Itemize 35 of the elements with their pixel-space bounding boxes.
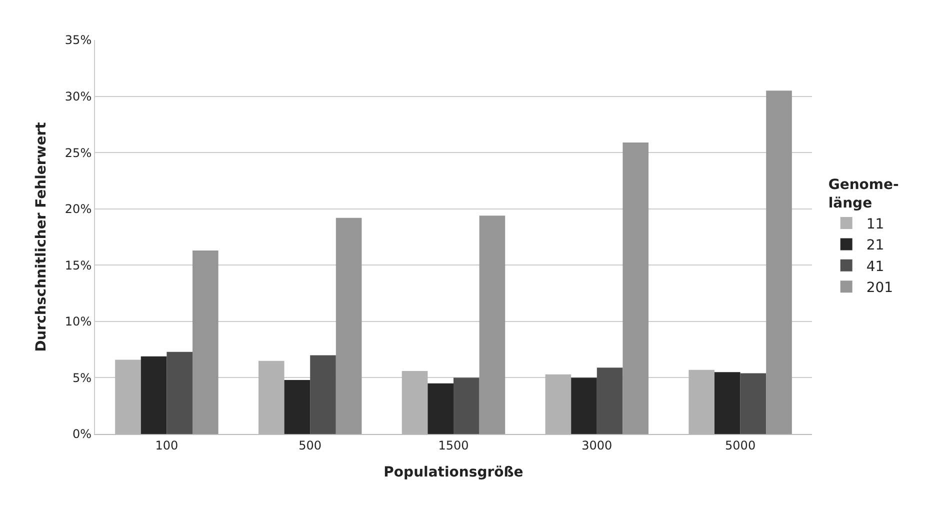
legend-label: 11	[866, 216, 884, 232]
y-axis-title: Durchschnitlicher Fehlerwert	[34, 122, 50, 352]
bar	[140, 356, 167, 434]
bar	[479, 216, 506, 434]
x-tick-label: 500	[298, 438, 322, 452]
y-tick-label: 0%	[72, 427, 92, 442]
legend-label: 21	[866, 238, 884, 254]
legend-title: Genome- länge	[828, 177, 899, 212]
x-tick-label: 3000	[582, 438, 612, 452]
x-tick-label: 100	[155, 438, 178, 452]
bar	[166, 352, 193, 434]
x-tick-label: 1500	[438, 438, 469, 452]
bar	[192, 250, 218, 434]
y-tick-label: 35%	[64, 33, 92, 48]
y-tick-label: 25%	[64, 146, 92, 160]
y-tick-label: 5%	[72, 370, 92, 385]
x-tick-label: 5000	[725, 438, 756, 452]
legend-label: 201	[866, 280, 894, 296]
y-tick-label: 15%	[64, 258, 92, 272]
bar	[766, 90, 792, 434]
x-axis-title: Populationsgröße	[384, 464, 524, 481]
y-tick-label: 30%	[64, 89, 92, 104]
bar	[571, 378, 597, 434]
y-tick-label: 10%	[64, 314, 92, 329]
bar	[428, 383, 454, 434]
y-tick-label: 20%	[64, 202, 92, 216]
bar	[622, 142, 649, 434]
bar	[310, 355, 336, 434]
bar	[596, 368, 623, 434]
bar	[454, 378, 480, 434]
bar	[336, 218, 362, 434]
legend-label: 41	[866, 258, 884, 275]
bar	[714, 372, 740, 434]
bar	[740, 373, 766, 434]
bar	[284, 380, 310, 434]
